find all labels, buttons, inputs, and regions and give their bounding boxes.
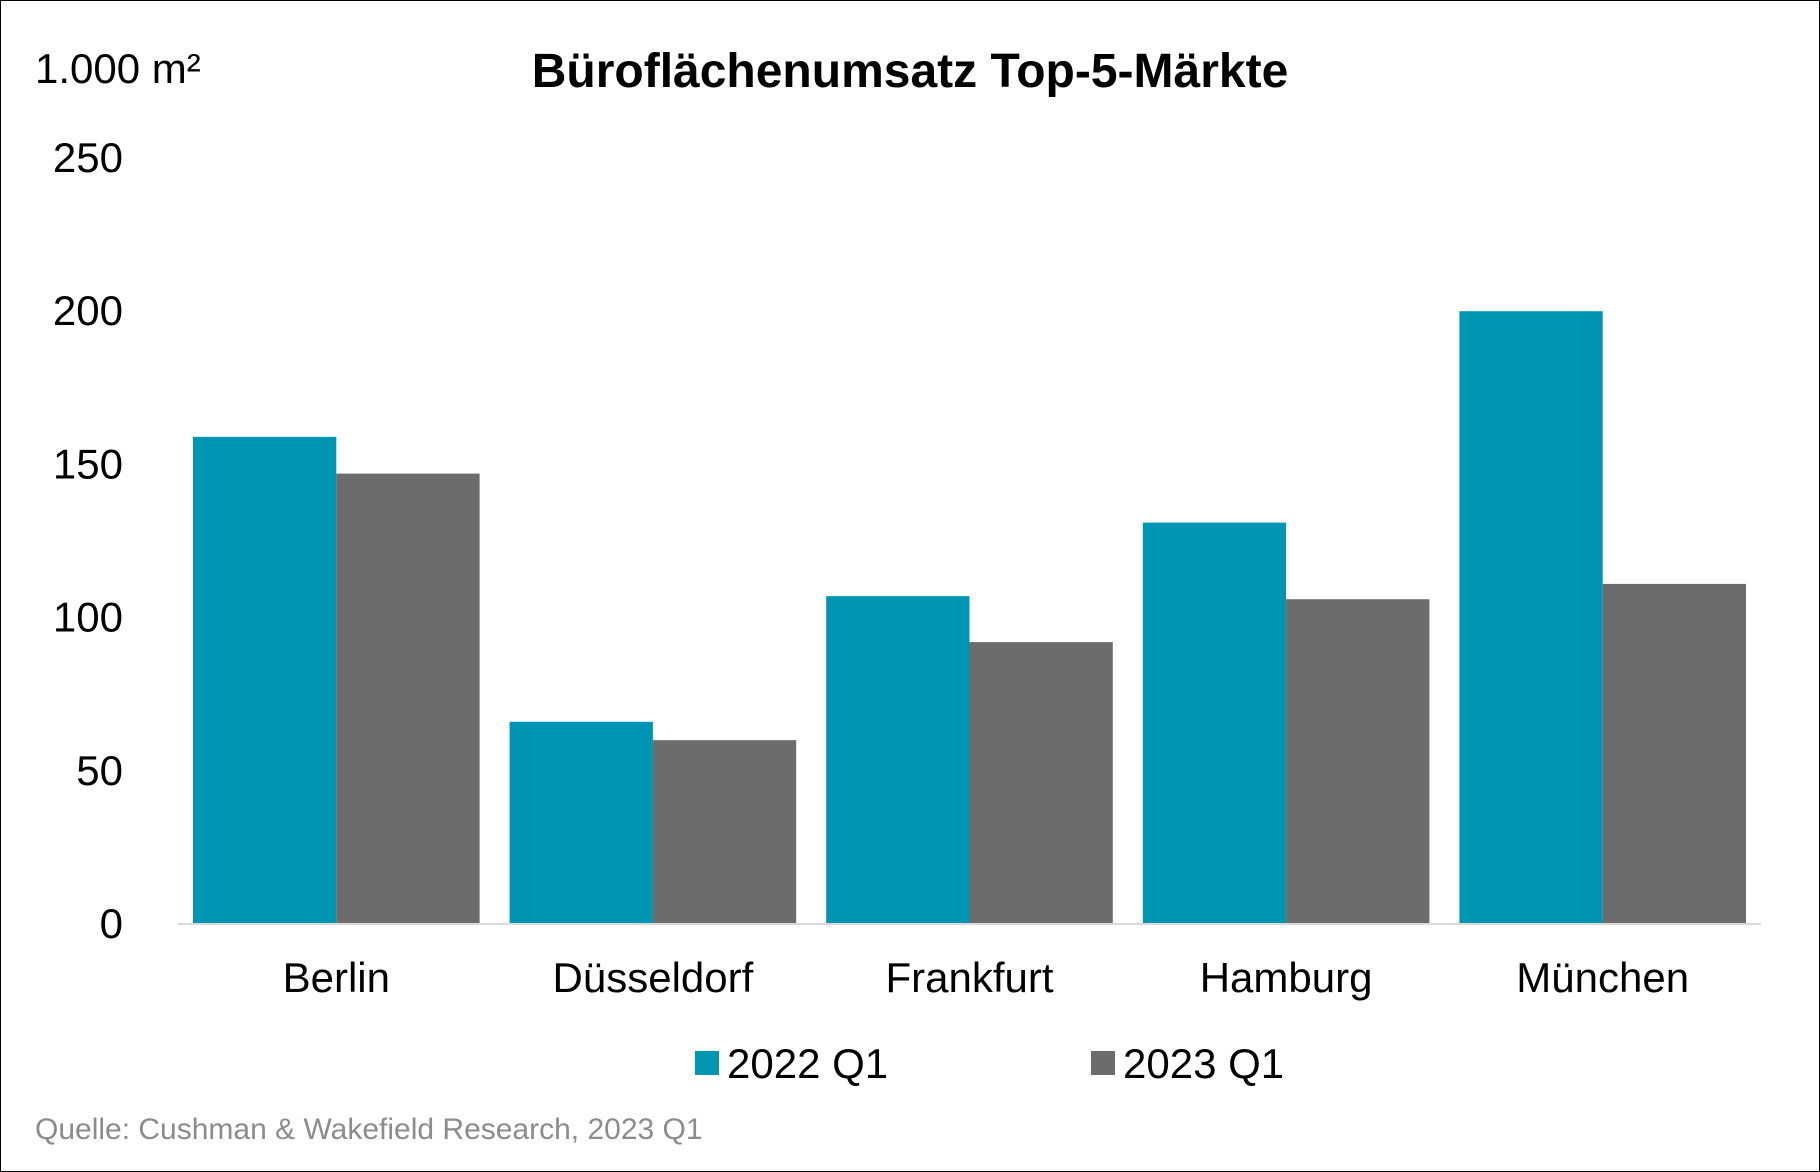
bar	[1142, 522, 1287, 924]
bar	[969, 642, 1113, 924]
x-tick-label: Frankfurt	[885, 954, 1053, 1001]
bar	[509, 721, 653, 924]
bar	[193, 436, 337, 924]
bar	[336, 473, 480, 924]
legend-swatch	[695, 1051, 719, 1075]
y-tick-label: 50	[76, 747, 123, 794]
y-tick-label: 150	[53, 440, 123, 487]
x-tick-label: Berlin	[283, 954, 390, 1001]
legend: 2022 Q1 2023 Q1	[695, 1040, 1284, 1087]
legend-label: 2022 Q1	[727, 1040, 888, 1087]
source-note: Quelle: Cushman & Wakefield Research, 20…	[35, 1113, 703, 1146]
bar	[826, 596, 970, 924]
bar	[1286, 599, 1430, 924]
y-tick-label: 0	[100, 900, 123, 947]
unit-label: 1.000 m²	[35, 45, 201, 92]
legend-swatch	[1091, 1051, 1115, 1075]
bar	[1459, 311, 1603, 924]
y-tick-label: 200	[53, 287, 123, 334]
x-tick-label: München	[1516, 954, 1689, 1001]
y-tick-label: 250	[53, 134, 123, 181]
chart-title: Büroflächenumsatz Top-5-Märkte	[532, 45, 1289, 98]
bars	[193, 311, 1746, 924]
x-tick-label: Hamburg	[1200, 954, 1373, 1001]
bar	[652, 740, 797, 924]
x-axis-labels: Berlin Düsseldorf Frankfurt Hamburg München	[283, 954, 1689, 1001]
x-tick-label: Düsseldorf	[553, 954, 754, 1001]
y-tick-label: 100	[53, 594, 123, 641]
y-axis-ticks: 0 50 100 150 200 250	[53, 134, 123, 947]
bar	[1602, 583, 1746, 924]
legend-label: 2023 Q1	[1123, 1040, 1284, 1087]
